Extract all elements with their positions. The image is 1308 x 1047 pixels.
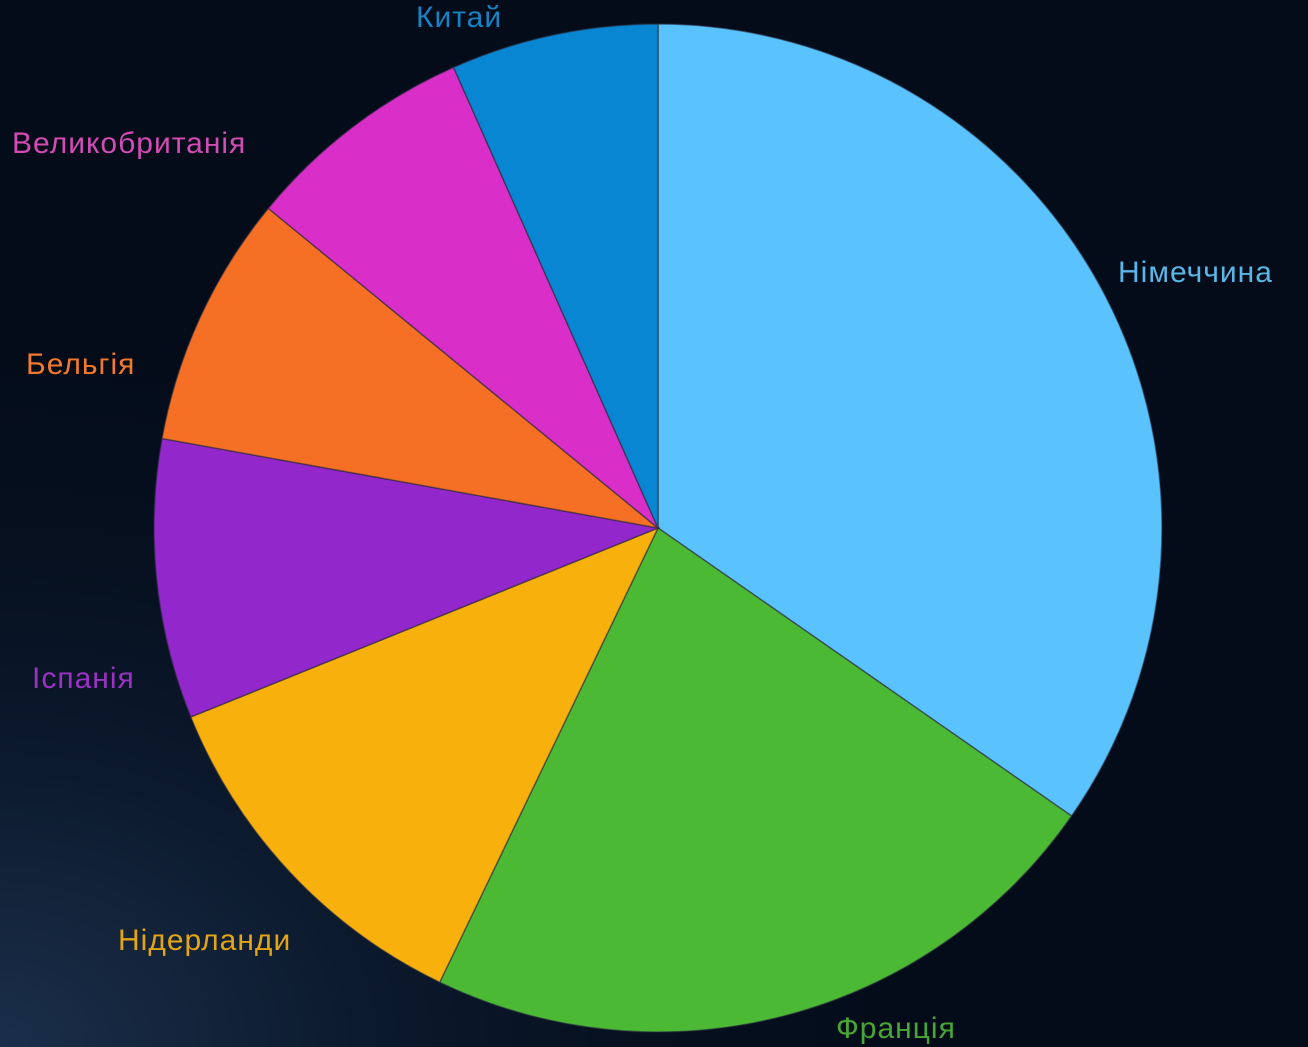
slice-label-0: Німеччина	[1118, 256, 1273, 289]
labels-layer: Німеччина Франція Нідерланди Іспанія Бельгія…	[12, 1, 1273, 1045]
slice-3	[153, 437, 661, 718]
slices-layer	[153, 23, 1163, 1033]
slice-label-5: Великобританія	[12, 127, 246, 160]
slice-label-4: Бельгія	[26, 348, 135, 381]
slice-2	[189, 526, 660, 984]
slice-0	[657, 23, 1163, 818]
slice-6	[452, 23, 659, 529]
slice-label-2: Нідерланди	[118, 924, 291, 957]
slice-5	[267, 66, 659, 529]
slice-4	[161, 207, 661, 530]
slice-label-1: Франція	[836, 1012, 956, 1045]
slice-label-6: Китай	[416, 1, 502, 34]
slice-label-3: Іспанія	[32, 662, 135, 695]
